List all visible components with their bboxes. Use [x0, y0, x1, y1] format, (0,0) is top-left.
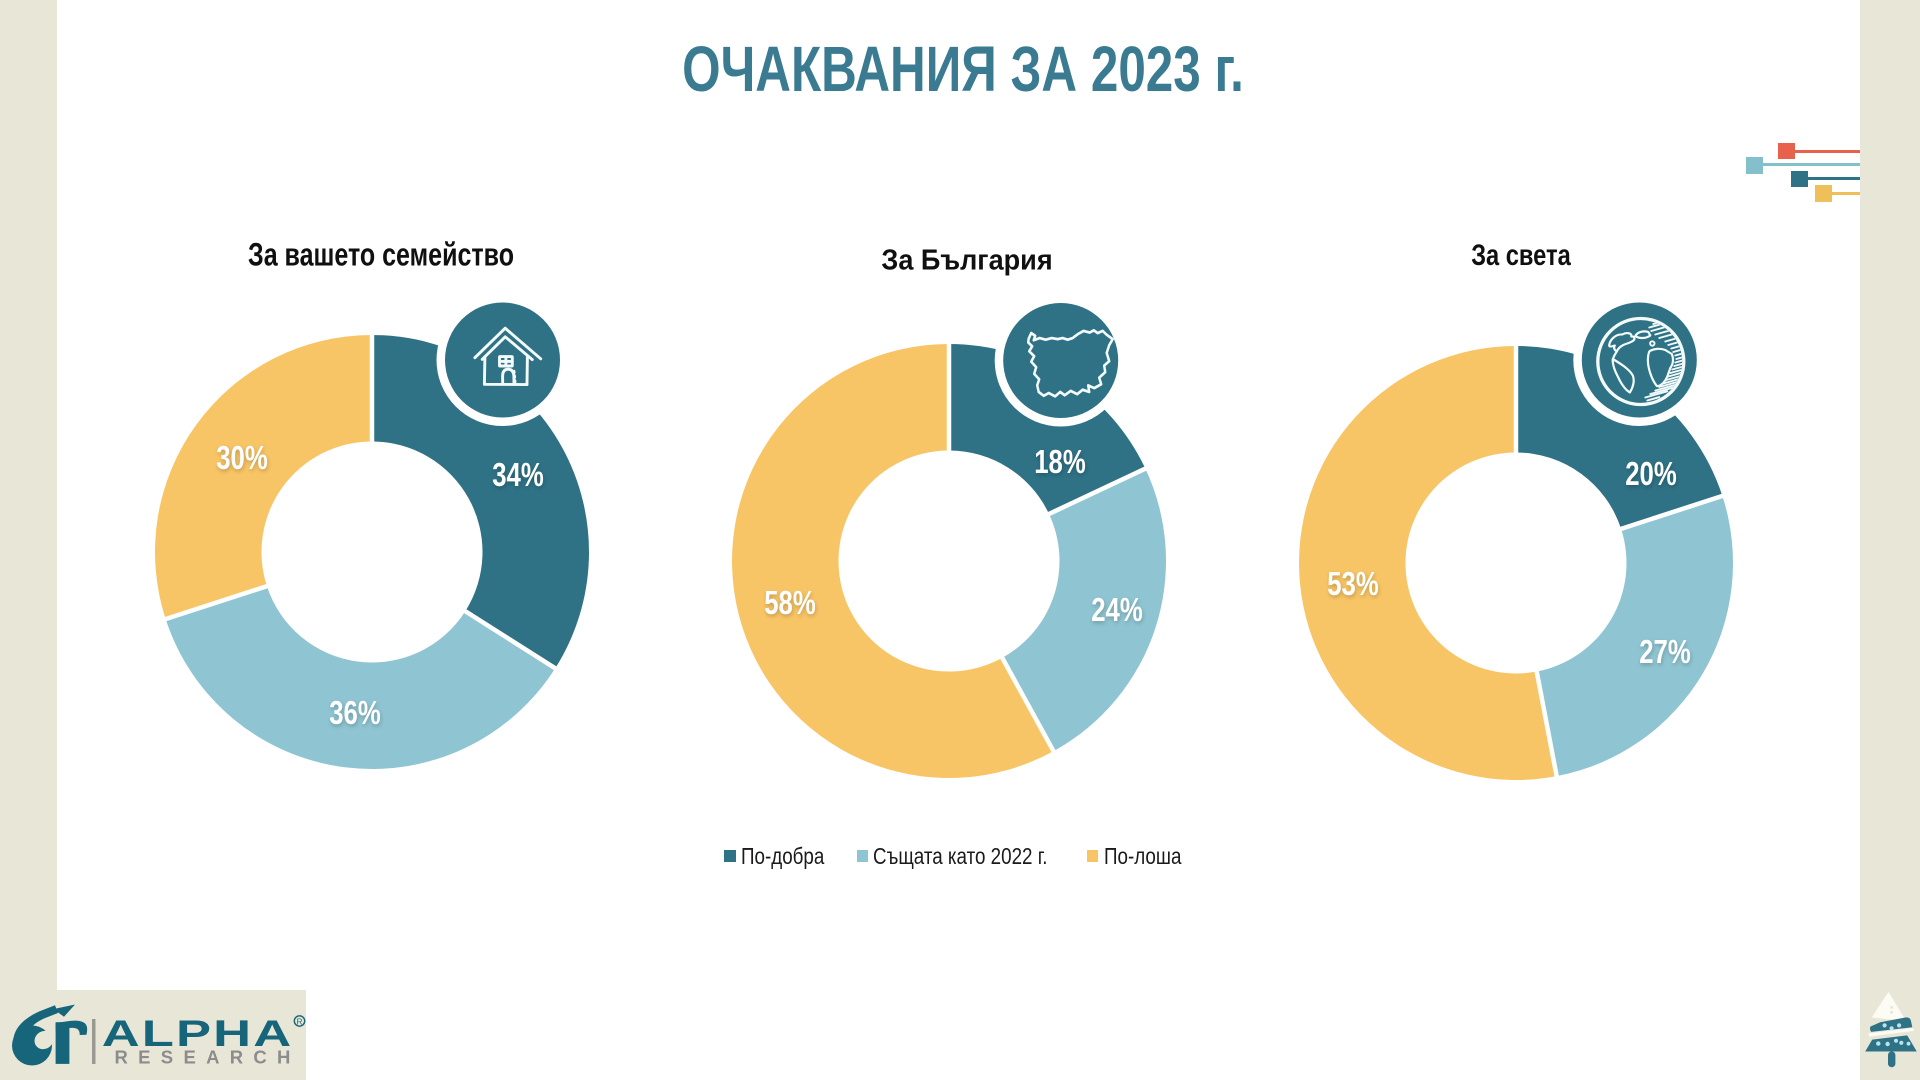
svg-text:R: R [297, 1017, 303, 1026]
svg-text:RESEARCH: RESEARCH [115, 1046, 301, 1067]
svg-text:ALPHA: ALPHA [102, 1012, 294, 1054]
